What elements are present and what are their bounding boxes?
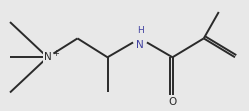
Text: O: O <box>168 97 177 107</box>
Text: H: H <box>137 26 143 35</box>
Text: N: N <box>136 40 144 50</box>
Text: +: + <box>53 49 59 58</box>
Text: N: N <box>44 52 51 62</box>
